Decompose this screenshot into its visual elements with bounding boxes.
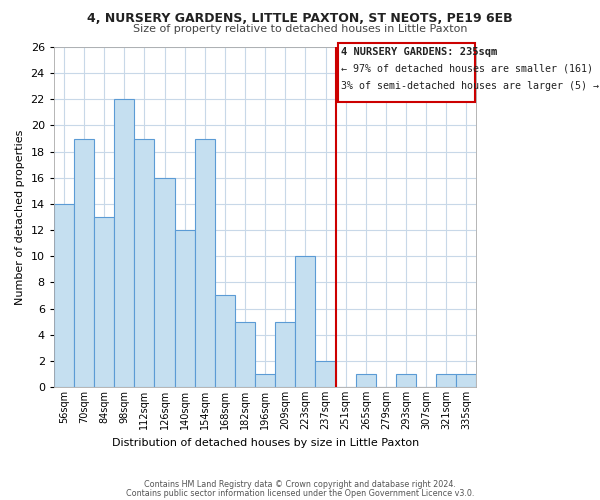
Bar [134, 138, 154, 387]
X-axis label: Distribution of detached houses by size in Little Paxton: Distribution of detached houses by size … [112, 438, 419, 448]
Bar [74, 138, 94, 387]
Text: 3% of semi-detached houses are larger (5) →: 3% of semi-detached houses are larger (5… [341, 81, 599, 91]
Text: Contains HM Land Registry data © Crown copyright and database right 2024.: Contains HM Land Registry data © Crown c… [144, 480, 456, 489]
FancyBboxPatch shape [338, 43, 475, 102]
Bar [295, 256, 316, 387]
Bar [175, 230, 195, 387]
Bar [154, 178, 175, 387]
Bar [235, 322, 255, 387]
Bar [316, 361, 335, 387]
Bar [195, 138, 215, 387]
Bar [94, 217, 114, 387]
Bar [255, 374, 275, 387]
Text: ← 97% of detached houses are smaller (161): ← 97% of detached houses are smaller (16… [341, 64, 593, 74]
Text: Contains public sector information licensed under the Open Government Licence v3: Contains public sector information licen… [126, 490, 474, 498]
Text: Size of property relative to detached houses in Little Paxton: Size of property relative to detached ho… [133, 24, 467, 34]
Bar [215, 296, 235, 387]
Text: 4 NURSERY GARDENS: 235sqm: 4 NURSERY GARDENS: 235sqm [341, 47, 497, 57]
Bar [457, 374, 476, 387]
Text: 4, NURSERY GARDENS, LITTLE PAXTON, ST NEOTS, PE19 6EB: 4, NURSERY GARDENS, LITTLE PAXTON, ST NE… [87, 12, 513, 24]
Bar [54, 204, 74, 387]
Bar [356, 374, 376, 387]
Bar [114, 100, 134, 387]
Bar [436, 374, 457, 387]
Bar [396, 374, 416, 387]
Y-axis label: Number of detached properties: Number of detached properties [15, 130, 25, 304]
Bar [275, 322, 295, 387]
